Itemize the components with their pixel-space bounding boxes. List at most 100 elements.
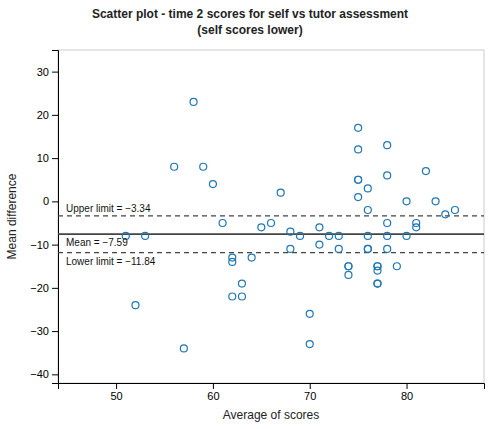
point <box>316 224 323 231</box>
annotation: Lower limit = −11.84 <box>66 256 156 267</box>
point <box>422 168 429 175</box>
point <box>238 293 245 300</box>
title: Scatter plot - time 2 scores for self vs… <box>92 7 408 21</box>
point <box>209 181 216 188</box>
point <box>316 241 323 248</box>
point <box>384 142 391 149</box>
point <box>384 232 391 239</box>
point <box>364 185 371 192</box>
point <box>190 98 197 105</box>
tick: 10 <box>37 152 58 164</box>
tick-label: 20 <box>37 109 49 121</box>
point <box>403 198 410 205</box>
point <box>364 232 371 239</box>
annotation: Mean = −7.59 <box>66 237 128 248</box>
point <box>374 267 381 274</box>
point <box>229 254 236 261</box>
point <box>306 310 313 317</box>
point <box>374 280 381 287</box>
plot-frame <box>58 50 484 383</box>
tick-label: 0 <box>43 195 49 207</box>
point <box>287 228 294 235</box>
point <box>248 254 255 261</box>
tick-label: 30 <box>37 66 49 78</box>
tick-label: 10 <box>37 152 49 164</box>
point <box>364 245 371 252</box>
point <box>238 280 245 287</box>
tick: 30 <box>37 66 58 78</box>
point <box>268 219 275 226</box>
x-axis: 50 60 70 80 <box>59 383 485 402</box>
point <box>364 245 371 252</box>
tick: 0 <box>43 195 58 207</box>
point <box>180 345 187 352</box>
point <box>413 224 420 231</box>
point <box>442 211 449 218</box>
tick-mark <box>52 374 58 375</box>
subtitle: (self scores lower) <box>197 23 302 37</box>
tick-mark <box>52 245 58 246</box>
limit-line <box>58 252 484 253</box>
point <box>355 124 362 131</box>
tick-mark <box>52 201 58 202</box>
point <box>374 280 381 287</box>
point <box>364 207 371 214</box>
axis-line <box>59 384 485 390</box>
tick-mark <box>407 383 408 389</box>
point <box>142 232 149 239</box>
point <box>345 271 352 278</box>
point <box>384 219 391 226</box>
point <box>335 245 342 252</box>
tick: −30 <box>30 325 58 337</box>
point <box>432 198 439 205</box>
point <box>287 245 294 252</box>
point <box>393 263 400 270</box>
point <box>355 176 362 183</box>
axis-line <box>52 51 59 384</box>
tick: 20 <box>37 109 58 121</box>
point <box>345 263 352 270</box>
tick: 60 <box>207 383 219 402</box>
y-axis-title: Mean difference <box>5 173 19 259</box>
point <box>200 163 207 170</box>
point <box>345 263 352 270</box>
point <box>219 219 226 226</box>
tick-label: 70 <box>304 390 316 402</box>
tick: 50 <box>110 383 122 402</box>
tick: −20 <box>30 282 58 294</box>
tick-label: 50 <box>110 390 122 402</box>
annotation: Upper limit = −3.34 <box>66 203 151 214</box>
tick-label: −30 <box>30 325 49 337</box>
point <box>171 163 178 170</box>
tick-label: −20 <box>30 282 49 294</box>
tick-label: 80 <box>401 390 413 402</box>
point <box>451 207 458 214</box>
tick: 70 <box>304 383 316 402</box>
point <box>277 189 284 196</box>
tick-mark <box>52 331 58 332</box>
point <box>355 176 362 183</box>
point <box>355 146 362 153</box>
y-axis: −40 −30 −20 −10 0 10 20 30 <box>30 51 58 384</box>
tick-label: 60 <box>207 390 219 402</box>
tick-mark <box>116 383 117 389</box>
tick-mark <box>52 158 58 159</box>
point <box>229 293 236 300</box>
point <box>384 172 391 179</box>
limit-line <box>58 215 484 216</box>
tick-mark <box>52 288 58 289</box>
point <box>384 245 391 252</box>
point <box>306 341 313 348</box>
point <box>355 194 362 201</box>
point <box>335 232 342 239</box>
point <box>297 232 304 239</box>
point <box>258 224 265 231</box>
point <box>326 232 333 239</box>
tick-mark <box>310 383 311 389</box>
tick-label: −40 <box>30 368 49 380</box>
plot: 50 60 70 80 −40 −30 −20 −10 0 10 20 30 Upper limit =… <box>30 50 484 402</box>
tick: −10 <box>30 239 58 251</box>
x-axis-title: Average of scores <box>223 408 320 422</box>
point <box>403 232 410 239</box>
tick: 80 <box>401 383 413 402</box>
